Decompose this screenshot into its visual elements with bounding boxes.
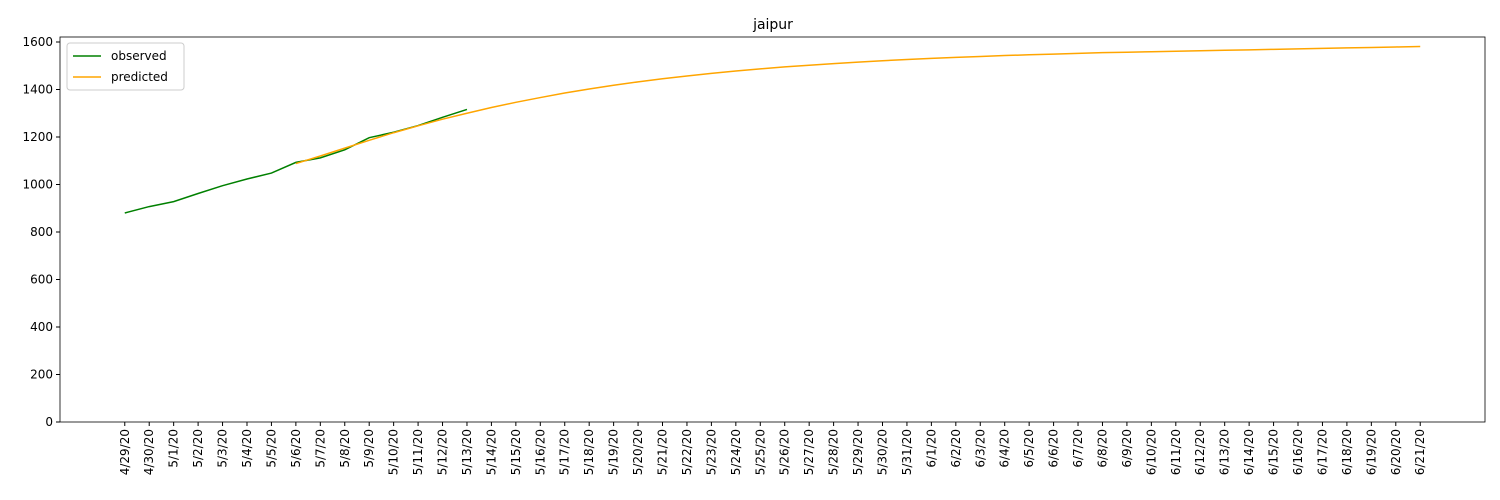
y-tick-label: 0 xyxy=(45,415,53,429)
x-tick-label: 5/25/20 xyxy=(753,429,767,475)
x-tick-label: 5/18/20 xyxy=(582,429,596,475)
y-tick-label: 600 xyxy=(30,272,53,286)
x-tick-label: 6/11/20 xyxy=(1169,429,1183,475)
x-tick-label: 5/12/20 xyxy=(436,429,450,475)
x-tick-label: 5/2/20 xyxy=(191,429,205,468)
x-tick-label: 5/13/20 xyxy=(460,429,474,475)
series-line xyxy=(295,45,1421,165)
legend-label: observed xyxy=(111,49,167,63)
x-tick-label: 6/12/20 xyxy=(1193,429,1207,475)
x-tick-label: 5/26/20 xyxy=(778,429,792,475)
x-tick-label: 5/4/20 xyxy=(240,429,254,468)
x-tick-label: 5/14/20 xyxy=(484,429,498,475)
x-tick-label: 6/5/20 xyxy=(1022,429,1036,468)
x-tick-label: 5/10/20 xyxy=(387,429,401,475)
x-tick-label: 6/10/20 xyxy=(1144,429,1158,475)
legend-box xyxy=(66,42,185,91)
x-tick-label: 6/19/20 xyxy=(1364,429,1378,475)
x-tick-label: 5/29/20 xyxy=(851,429,865,475)
x-tick-label: 6/21/20 xyxy=(1413,429,1427,475)
x-tick-label: 6/16/20 xyxy=(1291,429,1305,475)
x-tick-label: 5/20/20 xyxy=(631,429,645,475)
x-tick-label: 5/21/20 xyxy=(656,429,670,475)
x-tick-label: 5/16/20 xyxy=(533,429,547,475)
x-tick-label: 6/4/20 xyxy=(998,429,1012,468)
y-tick-label: 200 xyxy=(30,367,53,381)
x-tick-label: 6/13/20 xyxy=(1218,429,1232,475)
x-tick-label: 5/6/20 xyxy=(289,429,303,468)
chart-title: jaipur xyxy=(752,17,793,33)
x-tick-label: 6/17/20 xyxy=(1315,429,1329,475)
x-tick-label: 5/17/20 xyxy=(558,429,572,475)
plot-frame xyxy=(59,36,1486,423)
x-tick-label: 6/2/20 xyxy=(949,429,963,468)
x-tick-label: 4/29/20 xyxy=(118,429,132,475)
x-tick-label: 5/30/20 xyxy=(875,429,889,475)
x-tick-label: 5/15/20 xyxy=(509,429,523,475)
y-tick-label: 1000 xyxy=(22,177,53,191)
y-tick-label: 1200 xyxy=(22,130,53,144)
x-tick-label: 6/7/20 xyxy=(1071,429,1085,468)
x-tick-label: 5/3/20 xyxy=(216,429,230,468)
x-tick-label: 5/7/20 xyxy=(313,429,327,468)
x-tick-label: 5/27/20 xyxy=(802,429,816,475)
x-tick-label: 5/9/20 xyxy=(362,429,376,468)
x-tick-label: 6/8/20 xyxy=(1095,429,1109,468)
x-tick-label: 5/19/20 xyxy=(607,429,621,475)
x-tick-label: 5/11/20 xyxy=(411,429,425,475)
y-tick-label: 1600 xyxy=(22,35,53,49)
x-tick-label: 5/1/20 xyxy=(167,429,181,468)
y-tick-label: 1400 xyxy=(22,82,53,96)
x-tick-label: 6/3/20 xyxy=(973,429,987,468)
x-tick-label: 6/6/20 xyxy=(1047,429,1061,468)
x-tick-label: 5/8/20 xyxy=(338,429,352,468)
x-tick-label: 6/1/20 xyxy=(924,429,938,468)
y-tick-label: 400 xyxy=(30,320,53,334)
x-tick-label: 4/30/20 xyxy=(142,429,156,475)
x-tick-label: 5/22/20 xyxy=(680,429,694,475)
legend-label: predicted xyxy=(111,70,168,84)
x-tick-label: 5/23/20 xyxy=(704,429,718,475)
x-tick-label: 6/18/20 xyxy=(1340,429,1354,475)
x-tick-label: 6/20/20 xyxy=(1389,429,1403,475)
x-tick-label: 5/5/20 xyxy=(264,429,278,468)
x-tick-label: 6/14/20 xyxy=(1242,429,1256,475)
x-tick-label: 5/28/20 xyxy=(827,429,841,475)
x-tick-label: 5/31/20 xyxy=(900,429,914,475)
y-tick-label: 800 xyxy=(30,225,53,239)
x-tick-label: 6/15/20 xyxy=(1267,429,1281,475)
x-tick-label: 6/9/20 xyxy=(1120,429,1134,468)
x-tick-label: 5/24/20 xyxy=(729,429,743,475)
